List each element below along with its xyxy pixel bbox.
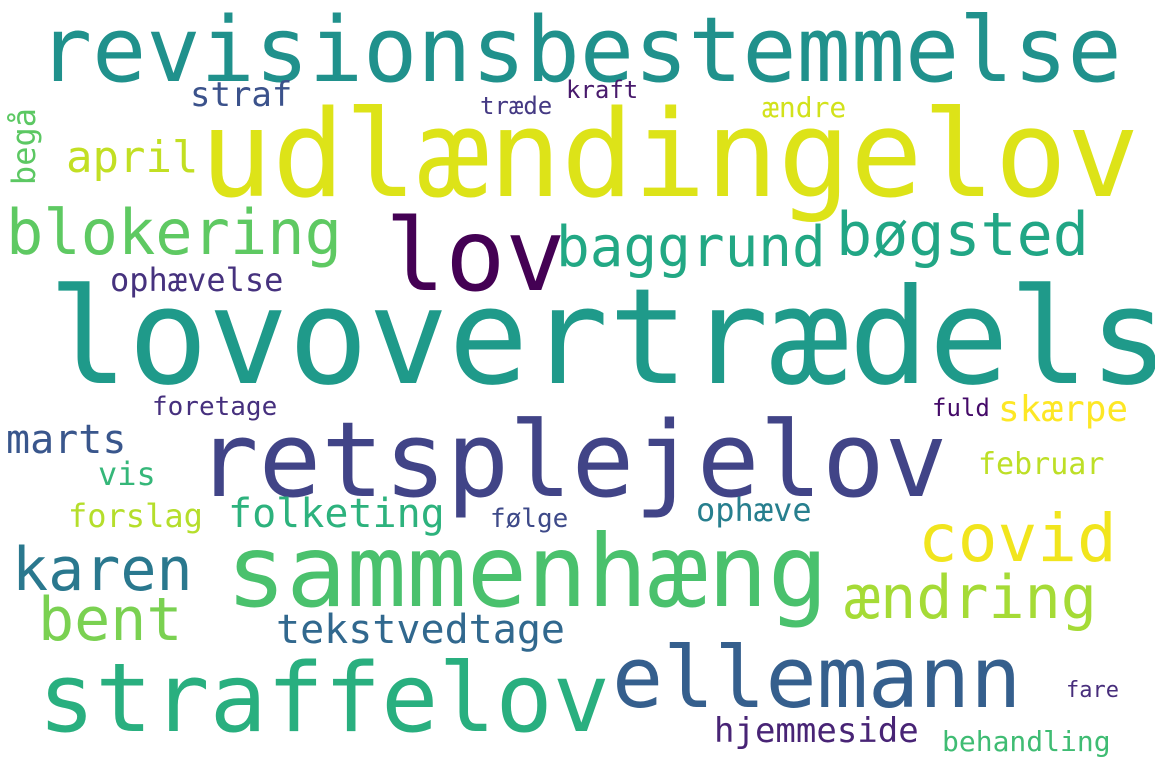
word-tekstvedtage: tekstvedtage bbox=[276, 607, 565, 653]
word-forslag: forslag bbox=[68, 497, 203, 535]
word-aendring: ændring bbox=[844, 563, 1097, 633]
word-revisionsbestemmelse: revisionsbestemmelse bbox=[38, 0, 1122, 103]
word-vis: vis bbox=[98, 455, 156, 493]
word-ophaeve: ophæve bbox=[696, 491, 812, 529]
word-marts: marts bbox=[6, 417, 127, 463]
word-traede: træde bbox=[480, 92, 553, 120]
word-kraft: kraft bbox=[566, 76, 639, 104]
word-blokering: blokering bbox=[6, 196, 342, 269]
word-straf: straf bbox=[190, 75, 293, 115]
word-bent: bent bbox=[38, 585, 183, 655]
word-aendre: ændre bbox=[762, 91, 847, 124]
word-behandling: behandling bbox=[942, 725, 1111, 758]
word-februar: februar bbox=[978, 447, 1105, 482]
word-ellemann: ellemann bbox=[612, 629, 1022, 728]
word-fuld: fuld bbox=[932, 394, 990, 422]
word-sammenhaeng: sammenhæng bbox=[226, 513, 829, 630]
word-lovovertraedelse: lovovertrædelse bbox=[48, 261, 1155, 415]
word-april: april bbox=[66, 132, 199, 183]
word-udlaendingelov: udlændingelov bbox=[200, 86, 1140, 225]
word-covid: covid bbox=[918, 500, 1117, 577]
word-fare: fare bbox=[1066, 678, 1119, 703]
word-baggrund: baggrund bbox=[556, 215, 826, 280]
word-straffelov: straffelov bbox=[38, 644, 610, 754]
word-boegsted: bøgsted bbox=[836, 200, 1089, 270]
word-foelge: følge bbox=[490, 504, 569, 534]
word-retsplejelov: retsplejelov bbox=[196, 399, 948, 521]
word-begaa: begå bbox=[5, 108, 43, 186]
word-karen: karen bbox=[12, 535, 193, 605]
word-lov: lov bbox=[385, 197, 566, 314]
word-folketing: folketing bbox=[228, 491, 445, 537]
word-skaerpe: skærpe bbox=[998, 389, 1129, 430]
word-foretage: foretage bbox=[152, 392, 278, 422]
word-ophaevelse: ophævelse bbox=[110, 261, 284, 299]
word-hjemmeside: hjemmeside bbox=[714, 711, 919, 751]
